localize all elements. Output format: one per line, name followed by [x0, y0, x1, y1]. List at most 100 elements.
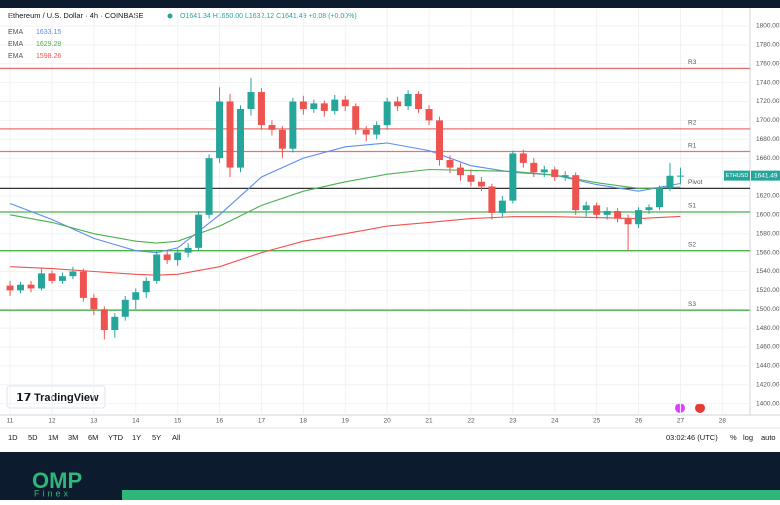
scale-option[interactable]: log [743, 433, 753, 442]
candle-body [37, 273, 45, 289]
range-button[interactable]: 1D [8, 433, 18, 442]
candle-body [425, 109, 433, 121]
legend-value: 1598.26 [36, 53, 61, 60]
candle-body [593, 205, 601, 215]
candle-body [6, 285, 14, 291]
event-icon[interactable] [695, 403, 705, 413]
y-tick-label: 1400.00 [756, 400, 780, 407]
x-tick-label: 21 [425, 418, 433, 425]
y-tick-label: 1520.00 [756, 287, 780, 294]
chart-title: Ethereum / U.S. Dollar · 4h · COINBASE [8, 11, 143, 20]
candle-body [456, 167, 464, 176]
candle-body [383, 101, 391, 126]
candle-body [237, 109, 245, 168]
candle-body [184, 247, 192, 253]
candle-body [331, 99, 339, 111]
candle-body [509, 153, 517, 201]
level-label: R2 [688, 120, 697, 127]
x-tick-label: 16 [216, 418, 224, 425]
footer-accent [122, 490, 780, 500]
y-tick-label: 1600.00 [756, 212, 780, 219]
logo-box [6, 385, 106, 409]
y-tick-label: 1480.00 [756, 325, 780, 332]
x-tick-label: 22 [467, 418, 475, 425]
candle-body [645, 207, 653, 211]
candle-body [498, 200, 506, 213]
candle-body [174, 252, 182, 261]
candle-body [436, 120, 444, 161]
candle-body [561, 175, 569, 178]
x-tick-label: 13 [90, 418, 98, 425]
x-tick-label: 27 [677, 418, 685, 425]
y-tick-label: 1700.00 [756, 117, 780, 124]
y-tick-label: 1580.00 [756, 230, 780, 237]
candle-body [551, 169, 559, 178]
candle-body [341, 99, 349, 107]
candle-body [373, 125, 381, 135]
candle-body [299, 101, 307, 110]
x-tick-label: 19 [342, 418, 350, 425]
y-tick-label: 1560.00 [756, 249, 780, 256]
level-label: R3 [688, 59, 697, 66]
x-tick-label: 28 [719, 418, 727, 425]
candle-body [467, 175, 475, 182]
range-button[interactable]: 5Y [152, 433, 161, 442]
candle-body [488, 186, 496, 213]
candle-body [216, 101, 224, 159]
level-label: S1 [688, 203, 696, 210]
candle-body [111, 316, 119, 331]
x-tick-label: 20 [384, 418, 392, 425]
candle-body [226, 101, 234, 168]
candle-body [100, 309, 108, 331]
ohlc: O1641.34 H1650.00 L1632.12 C1641.49 +0.0… [180, 13, 357, 20]
candle-body [257, 92, 265, 126]
top-bar [0, 0, 780, 8]
range-button[interactable]: 6M [88, 433, 98, 442]
legend-value: 1633.15 [36, 29, 61, 36]
y-tick-label: 1540.00 [756, 268, 780, 275]
candle-body [79, 271, 87, 298]
legend-name: EMA [8, 41, 24, 48]
range-button[interactable]: YTD [108, 433, 124, 442]
legend-value: 1629.28 [36, 41, 61, 48]
candle-body [404, 93, 412, 107]
scale-option[interactable]: % [730, 433, 737, 442]
candle-body [278, 129, 286, 149]
candle-body [69, 271, 77, 277]
legend-name: EMA [8, 29, 24, 36]
range-button[interactable]: 5D [28, 433, 38, 442]
candle-body [415, 93, 423, 110]
candle-body [121, 299, 129, 317]
x-tick-label: 15 [174, 418, 182, 425]
candle-body [614, 211, 622, 219]
x-tick-label: 18 [300, 418, 308, 425]
y-tick-label: 1720.00 [756, 98, 780, 105]
level-label: S2 [688, 241, 696, 248]
candle-body [195, 214, 203, 248]
range-button[interactable]: All [172, 433, 181, 442]
price-tag [751, 170, 780, 181]
candle-body [132, 292, 140, 300]
candle-body [676, 175, 684, 177]
range-button[interactable]: 3M [68, 433, 78, 442]
y-tick-label: 1660.00 [756, 155, 780, 162]
candle-body [603, 211, 611, 215]
ema-line [10, 168, 681, 244]
brand: OMP [32, 468, 82, 493]
candle-body [352, 106, 360, 130]
range-button[interactable]: 1Y [132, 433, 141, 442]
tv-mark: 𝟭𝟳 [16, 392, 31, 404]
candle-body [90, 297, 98, 310]
x-tick-label: 24 [551, 418, 559, 425]
scale-option[interactable]: auto [761, 433, 776, 442]
candle-body [666, 175, 674, 189]
candle-body [247, 92, 255, 110]
candle-body [624, 218, 632, 225]
candle-body [519, 153, 527, 163]
x-tick-label: 23 [509, 418, 517, 425]
y-tick-label: 1420.00 [756, 382, 780, 389]
y-tick-label: 1800.00 [756, 23, 780, 30]
range-button[interactable]: 1M [48, 433, 58, 442]
